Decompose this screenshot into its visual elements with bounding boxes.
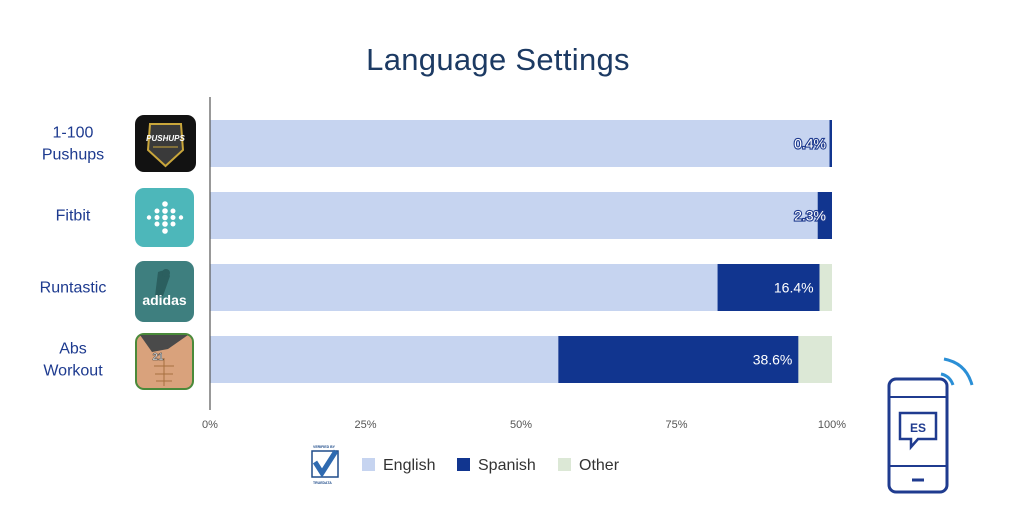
category-label-2: Runtastic	[40, 280, 107, 297]
legend-label-spanish: Spanish	[478, 457, 536, 474]
phone-es-text: ES	[910, 421, 926, 435]
bar-english-3	[210, 336, 559, 383]
data-label-2: 16.4%	[774, 280, 814, 296]
badge-bottom-text: TRUEDATA	[313, 481, 332, 485]
bar-spanish-1	[817, 192, 832, 239]
legend-swatch-other	[558, 458, 571, 471]
adidas-icon-text: adidas	[142, 292, 187, 308]
category-label-3: Abs Workout	[43, 341, 103, 380]
fitbit-app-icon	[135, 188, 194, 247]
bar-spanish-2	[717, 264, 820, 311]
legend: English Spanish Other	[362, 457, 620, 474]
pushups-icon-text: PUSHUPS	[146, 134, 185, 143]
category-label-1: Fitbit	[56, 208, 91, 225]
bar-other-3	[798, 336, 832, 383]
bar-english-1	[210, 192, 818, 239]
chart-title: Language Settings	[366, 42, 630, 77]
category-labels: 1-100 Pushups Fitbit Runtastic Abs Workout	[40, 125, 107, 380]
phone-es-icon	[887, 357, 974, 494]
abs-workout-app-icon: 21	[135, 333, 194, 390]
bar-other-2	[819, 264, 832, 311]
pushups-app-icon: PUSHUPS	[135, 115, 196, 172]
legend-label-english: English	[383, 457, 435, 474]
bar-english-0	[210, 120, 830, 167]
data-labels: 0.4% 2.3% 16.4% 38.6%	[753, 134, 827, 368]
verified-badge: VERIFIED BY TRUEDATA	[311, 445, 339, 485]
x-tick-3: 75%	[665, 419, 687, 431]
bar-spanish-0	[829, 120, 832, 167]
x-tick-4: 100%	[818, 419, 846, 431]
abs-icon-text: 21	[152, 352, 164, 363]
legend-label-other: Other	[579, 457, 620, 474]
data-label-0: 0.4%	[794, 136, 826, 152]
data-label-3: 38.6%	[753, 352, 793, 368]
x-tick-1: 25%	[354, 419, 376, 431]
x-axis-ticks: 0% 25% 50% 75% 100%	[202, 419, 846, 431]
legend-swatch-spanish	[457, 458, 470, 471]
x-tick-0: 0%	[202, 419, 218, 431]
badge-top-text: VERIFIED BY	[313, 445, 336, 449]
category-label-0: 1-100 Pushups	[42, 125, 104, 164]
bar-spanish-3	[558, 336, 799, 383]
bar-english-2	[210, 264, 718, 311]
legend-swatch-english	[362, 458, 375, 471]
x-tick-2: 50%	[510, 419, 532, 431]
runtastic-adidas-app-icon: adidas	[135, 261, 194, 322]
bars-layer	[210, 120, 832, 383]
data-label-1: 2.3%	[794, 208, 826, 224]
